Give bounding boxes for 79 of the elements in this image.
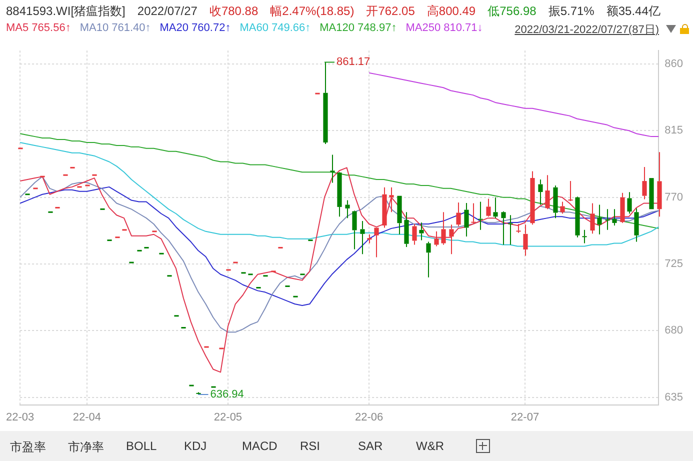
text: 收780.88 xyxy=(209,4,258,18)
candlestick xyxy=(634,208,639,242)
candlestick xyxy=(478,201,483,230)
chart-subtitle: 2022/07/27 xyxy=(137,4,198,18)
candlestick xyxy=(523,224,528,256)
candlestick xyxy=(360,220,365,255)
candlestick xyxy=(530,170,535,226)
candlestick xyxy=(620,192,625,224)
candlestick xyxy=(449,224,454,255)
x-tick-label: 22-07 xyxy=(510,411,540,424)
text: 低756.98 xyxy=(488,4,536,18)
text: MACD xyxy=(242,439,278,453)
x-tick-label: 22-04 xyxy=(72,411,101,424)
candlestick xyxy=(538,179,543,206)
x-tick-label: 22-06 xyxy=(354,411,384,424)
candlestick xyxy=(508,214,513,246)
candlestick xyxy=(464,202,469,237)
candlestick xyxy=(441,212,446,246)
text: MA10 761.40↑ xyxy=(80,22,151,34)
candlestick xyxy=(345,200,350,219)
text: MA60 749.66↑ xyxy=(240,22,311,34)
candlestick xyxy=(553,184,558,219)
text: 额35.44亿 xyxy=(606,4,660,18)
candlestick xyxy=(330,154,335,184)
candlestick xyxy=(419,222,424,241)
text: MA120 748.97↑ xyxy=(320,22,397,34)
candlestick xyxy=(337,172,342,218)
candlestick xyxy=(374,228,379,258)
text: 幅2.47%(18.85) xyxy=(270,4,354,18)
candlestick xyxy=(426,241,431,278)
candlestick xyxy=(471,202,476,223)
candlestick xyxy=(516,223,521,234)
candlestick xyxy=(352,211,357,250)
y-tick-label: 680 xyxy=(664,324,684,337)
candlestick xyxy=(575,197,580,238)
candlestick xyxy=(597,204,602,235)
candlestick xyxy=(612,208,617,226)
annotation: 636.94 xyxy=(210,388,244,401)
candlestick xyxy=(605,208,610,230)
text: KDJ xyxy=(184,439,207,453)
annotation: 861.17 xyxy=(336,56,370,68)
text: 市盈率 xyxy=(10,439,46,456)
y-tick-label: 860 xyxy=(664,58,684,70)
candlestick xyxy=(590,202,595,234)
text: 高800.49 xyxy=(426,4,476,18)
x-tick-label: 22-03 xyxy=(6,411,34,424)
candlestick xyxy=(568,180,573,201)
text: W&R xyxy=(416,439,444,453)
text: MA20 760.72↑ xyxy=(160,22,231,34)
candlestick xyxy=(582,229,587,244)
text: MA5 765.56↑ xyxy=(6,22,71,34)
candlestick xyxy=(560,201,565,214)
text: SAR xyxy=(358,439,383,453)
x-tick-label: 22-05 xyxy=(214,411,242,424)
candlestick xyxy=(389,186,394,213)
text: RSI xyxy=(300,439,320,453)
candlestick xyxy=(323,62,328,144)
y-tick-label: 770 xyxy=(664,191,684,204)
y-tick-label: 815 xyxy=(664,124,684,137)
text: 2022/03/21-2022/07/27(87日) xyxy=(514,23,659,37)
candlestick xyxy=(404,212,409,248)
text: 振5.71% xyxy=(548,4,594,18)
candlestick xyxy=(434,230,439,247)
candlestick xyxy=(657,152,662,218)
candlestick xyxy=(367,234,372,244)
text: BOLL xyxy=(126,439,157,453)
y-tick-label: 725 xyxy=(664,258,684,270)
text: 市净率 xyxy=(68,439,104,456)
y-tick-label: 635 xyxy=(664,391,684,404)
candlestick xyxy=(382,186,387,228)
text: 开762.05 xyxy=(366,4,415,18)
chart-title: 8841593.WI[猪瘟指数] xyxy=(6,4,126,18)
candlestick xyxy=(545,174,550,210)
candlestick xyxy=(627,192,632,214)
candlestick xyxy=(412,223,417,246)
text: MA250 810.71↓ xyxy=(406,22,483,34)
candlestick xyxy=(493,196,498,219)
candlestick xyxy=(456,202,461,227)
candlestick xyxy=(642,166,647,200)
